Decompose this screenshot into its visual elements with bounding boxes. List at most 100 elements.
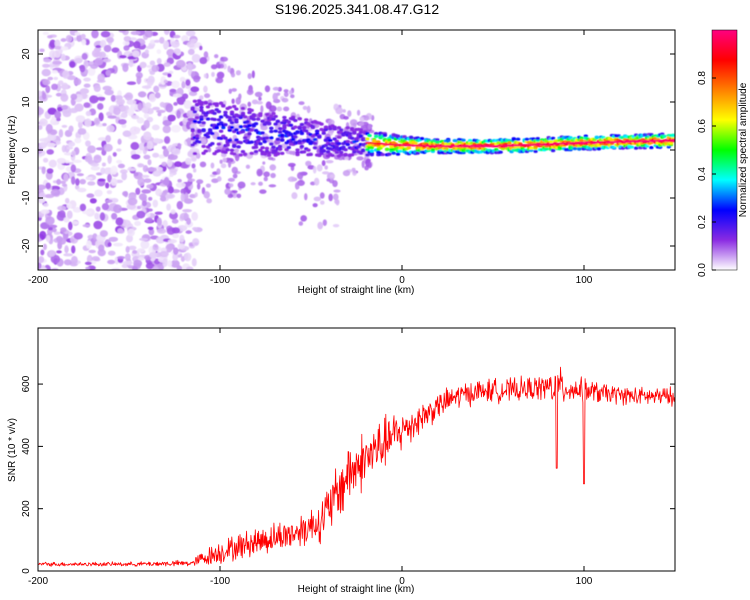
spectrogram-cell (435, 138, 440, 142)
spectrogram-cell (146, 184, 154, 189)
spectrogram-cell (201, 144, 206, 148)
spectrogram-cell (271, 145, 276, 149)
spectrogram-cell (71, 220, 79, 225)
spectrogram-cell (347, 134, 353, 138)
spectrogram-cell (254, 91, 263, 98)
spectrogram-cell (48, 159, 57, 168)
spectrogram-cell (199, 45, 203, 51)
spectrogram-cell (290, 94, 295, 99)
spectrogram-cell (223, 136, 228, 140)
spectrogram-cell (633, 146, 639, 150)
spectrogram-cell (332, 137, 337, 141)
spectrogram-cell (53, 76, 58, 81)
chart-title: S196.2025.341.08.47.G12 (275, 1, 439, 17)
spectrogram-cell (117, 163, 125, 169)
spectrogram-cell (324, 165, 328, 170)
spectrogram-cell (106, 190, 113, 195)
spectrogram-cell (269, 105, 277, 113)
spectrogram-cell (70, 255, 78, 265)
spectrogram-cell (45, 85, 51, 94)
spectrogram-cell (126, 203, 136, 210)
spectrogram-cell (113, 204, 123, 214)
spectrogram-cell (169, 173, 174, 178)
spectrogram-ytick-label: 20 (21, 48, 32, 60)
spectrogram-cell (106, 125, 115, 133)
spectrogram-cell (289, 151, 296, 155)
spectrogram-cell (139, 61, 147, 69)
spectrogram-cell (79, 178, 86, 185)
spectrogram-cell (87, 181, 96, 186)
spectrogram-cell (144, 49, 149, 55)
spectrogram-cell (162, 220, 168, 228)
spectrogram-cell (71, 150, 76, 157)
spectrogram-cell (151, 124, 160, 131)
spectrogram-cell (171, 227, 181, 234)
spectrogram-cell (162, 125, 171, 134)
spectrogram-cell (56, 250, 62, 254)
spectrogram-cell (145, 167, 155, 172)
spectrogram-cell (293, 125, 298, 129)
spectrogram-cell (260, 125, 268, 131)
spectrogram-cell (159, 101, 166, 108)
spectrogram-cell (295, 152, 300, 157)
spectrogram-cell (230, 72, 236, 78)
spectrogram-cell (76, 187, 87, 193)
spectrogram-cell (247, 123, 252, 128)
spectrogram-cell (74, 31, 81, 36)
spectrogram-cell (132, 50, 140, 58)
spectrogram-cell (251, 113, 257, 117)
spectrogram-cell (111, 47, 120, 53)
spectrogram-cell (171, 40, 180, 48)
spectrogram-cell (671, 139, 675, 142)
spectrogram-cell (367, 124, 372, 130)
spectrogram-cell (339, 128, 344, 132)
spectrogram-cell (461, 138, 466, 142)
snr-ylabel: SNR (10 * v/v) (7, 418, 18, 482)
spectrogram-cell (167, 144, 177, 153)
spectrogram-cell (325, 159, 334, 164)
spectrogram-cell (61, 104, 69, 110)
spectrogram-cell (95, 206, 101, 212)
spectrogram-cell (187, 48, 195, 56)
spectrogram-cell (141, 200, 147, 207)
colorbar-tick-label: 0.4 (697, 167, 708, 181)
spectrogram-cell (180, 188, 187, 195)
spectrogram-cell (268, 184, 277, 188)
spectrogram-cell (77, 120, 83, 129)
spectrogram-cell (192, 110, 198, 114)
spectrogram-cell (66, 146, 74, 150)
spectrogram-cell (275, 152, 281, 156)
spectrogram-cell (168, 70, 174, 75)
spectrogram-cell (166, 203, 171, 211)
spectrogram-cell (136, 149, 143, 155)
spectrogram-cell (48, 250, 56, 257)
spectrogram-cell (231, 98, 235, 104)
colorbar-label: Normalized spectral amplitude (738, 82, 749, 217)
spectrogram-cell (199, 117, 204, 121)
spectrogram-cell (54, 45, 62, 50)
spectrogram-cell (163, 62, 171, 67)
spectrogram-cell (165, 244, 173, 253)
spectrogram-cell (395, 134, 401, 138)
spectrogram-cell (317, 135, 322, 139)
spectrogram-cell (125, 234, 133, 243)
spectrogram-cell (191, 53, 201, 63)
spectrogram-cell (277, 147, 283, 151)
spectrogram-cell (180, 193, 185, 202)
spectrogram-cell (498, 150, 503, 154)
spectrogram-cell (356, 109, 361, 116)
spectrogram-cell (123, 45, 130, 51)
snr-ticks: -200 -100 0 100 0 200 400 600 (21, 328, 675, 587)
spectrogram-cell (172, 247, 179, 255)
spectrogram-cell (69, 161, 74, 165)
spectrogram-cell (51, 83, 59, 90)
spectrogram-cell (63, 253, 73, 257)
spectrogram-cell (137, 102, 144, 111)
spectrogram-cell (85, 140, 91, 147)
spectrogram-cell (273, 114, 278, 119)
spectrogram-cell (187, 62, 193, 71)
spectrogram-cell (155, 236, 166, 244)
spectrogram-cell (122, 191, 128, 197)
spectrogram-cell (364, 165, 369, 171)
